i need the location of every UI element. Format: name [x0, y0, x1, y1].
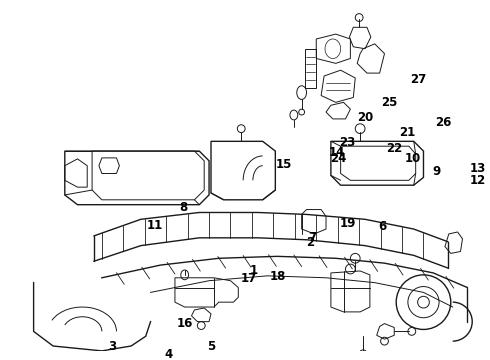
Text: 11: 11 [147, 219, 163, 231]
Text: 6: 6 [378, 220, 387, 233]
Text: 9: 9 [432, 165, 441, 178]
Text: 18: 18 [270, 270, 286, 283]
Text: 23: 23 [340, 136, 356, 149]
Text: 13: 13 [470, 162, 486, 175]
Text: 10: 10 [405, 152, 421, 165]
Text: 14: 14 [328, 146, 345, 159]
Text: 24: 24 [330, 152, 347, 165]
Text: 3: 3 [108, 341, 116, 354]
Text: 25: 25 [381, 96, 397, 109]
Text: 1: 1 [249, 264, 257, 276]
Text: 17: 17 [241, 271, 257, 284]
Text: 26: 26 [435, 116, 451, 129]
Text: 16: 16 [177, 317, 194, 330]
Text: 22: 22 [386, 143, 402, 156]
Text: 27: 27 [411, 73, 427, 86]
Text: 15: 15 [275, 158, 292, 171]
Text: 8: 8 [180, 201, 188, 215]
Text: 4: 4 [164, 348, 172, 360]
Text: 19: 19 [340, 217, 356, 230]
Text: 2: 2 [306, 237, 314, 249]
Text: 21: 21 [399, 126, 415, 139]
Text: 7: 7 [308, 230, 316, 243]
Text: 20: 20 [357, 111, 373, 124]
Text: 5: 5 [207, 341, 215, 354]
Text: 12: 12 [470, 174, 486, 186]
